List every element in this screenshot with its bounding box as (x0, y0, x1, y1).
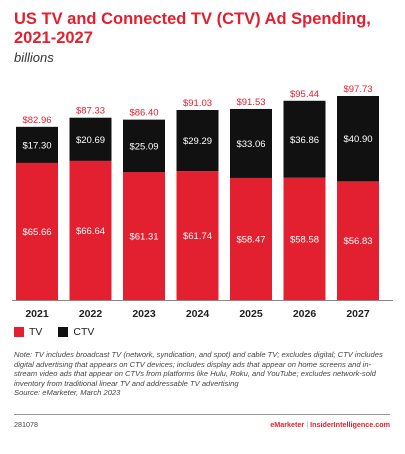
total-label-2022: $87.33 (76, 106, 105, 117)
source-text: Source: eMarketer, March 2023 (14, 388, 121, 398)
x-tick-label-2024: 2024 (186, 308, 210, 320)
value-label-tv-2023: $61.31 (129, 232, 158, 243)
legend-label-tv: TV (29, 326, 43, 338)
value-label-tv-2021: $65.66 (22, 227, 51, 238)
value-label-ctv-2025: $33.06 (236, 139, 265, 150)
value-label-tv-2025: $58.47 (236, 234, 265, 245)
value-label-tv-2027: $56.83 (343, 236, 372, 247)
value-label-ctv-2021: $17.30 (22, 140, 51, 151)
brand-separator: | (306, 420, 309, 429)
chart-title: US TV and Connected TV (CTV) Ad Spending… (14, 10, 371, 47)
value-label-ctv-2024: $29.29 (183, 136, 212, 147)
brand: eMarketer | InsiderIntelligence.com (270, 420, 390, 429)
chart-note: Note: TV includes broadcast TV (network,… (14, 350, 394, 398)
bar-tv-2021 (16, 162, 58, 300)
value-label-ctv-2026: $36.86 (290, 135, 319, 146)
bar-ctv-2026 (283, 100, 326, 178)
value-label-ctv-2023: $25.09 (129, 141, 158, 152)
chart-subtitle: billions (14, 50, 54, 65)
bar-ctv-2021 (16, 126, 58, 163)
legend-item-ctv: CTV (58, 326, 94, 338)
total-label-2025: $91.53 (236, 97, 265, 108)
footer: 281078 eMarketer | InsiderIntelligence.c… (14, 420, 390, 429)
legend: TV CTV (14, 326, 94, 338)
bar-tv-2023 (123, 172, 165, 300)
x-tick-label-2027: 2027 (346, 308, 370, 320)
bar-tv-2026 (283, 177, 326, 300)
bar-tv-2027 (337, 181, 379, 300)
brand-insider: InsiderIntelligence.com (310, 420, 390, 429)
value-label-ctv-2022: $20.69 (76, 135, 105, 146)
bar-ctv-2023 (123, 119, 165, 173)
bar-ctv-2022 (69, 117, 112, 161)
bar-ctv-2025 (230, 108, 272, 178)
value-label-tv-2022: $66.64 (76, 226, 105, 237)
legend-swatch-ctv (58, 327, 69, 337)
legend-swatch-tv (14, 327, 24, 337)
total-label-2027: $97.73 (343, 84, 372, 95)
x-tick-label-2026: 2026 (293, 308, 317, 320)
bar-tv-2025 (230, 177, 272, 300)
legend-item-tv: TV (14, 326, 42, 338)
stacked-bar-chart: $65.66 $17.30 $82.96 2021 $66.64 $20.69 $87.33… (12, 84, 393, 320)
brand-emarketer: eMarketer (270, 420, 305, 429)
total-label-2021: $82.96 (22, 115, 51, 126)
footer-divider (14, 414, 390, 415)
total-label-2023: $86.40 (129, 108, 158, 119)
bar-tv-2024 (176, 171, 219, 300)
x-tick-label-2021: 2021 (25, 308, 49, 320)
x-tick-label-2025: 2025 (239, 308, 263, 320)
value-label-tv-2024: $61.74 (183, 231, 212, 242)
bar-ctv-2024 (176, 109, 219, 172)
bar-ctv-2027 (337, 96, 379, 182)
x-tick-label-2022: 2022 (79, 308, 103, 320)
chart-id: 281078 (14, 420, 38, 429)
legend-label-ctv: CTV (73, 326, 95, 338)
value-label-ctv-2027: $40.90 (343, 134, 372, 145)
x-tick-label-2023: 2023 (132, 308, 156, 320)
total-label-2024: $91.03 (183, 98, 212, 109)
value-label-tv-2026: $58.58 (290, 234, 319, 245)
note-text: Note: TV includes broadcast TV (network,… (14, 350, 383, 388)
total-label-2026: $95.44 (290, 89, 319, 100)
bar-tv-2022 (69, 160, 112, 300)
